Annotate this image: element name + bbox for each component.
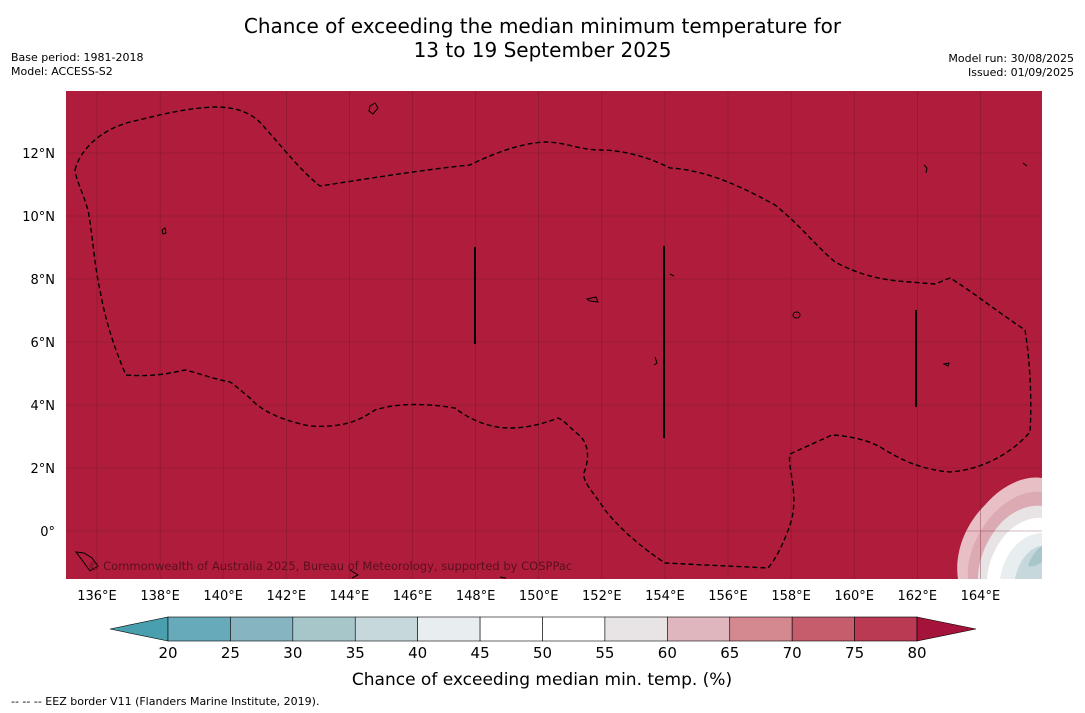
island-outline bbox=[1022, 162, 1028, 167]
latitude-labels: 12°N 10°N 8°N 6°N 4°N 2°N 0° bbox=[22, 147, 55, 540]
island-outline bbox=[368, 102, 379, 115]
lon-tick-label: 158°E bbox=[771, 589, 811, 604]
lat-tick-label: 12°N bbox=[22, 147, 55, 162]
lat-tick-label: 6°N bbox=[31, 336, 56, 351]
map-title: Chance of exceeding the median minimum t… bbox=[0, 14, 1085, 62]
base-period: Base period: 1981-2018 bbox=[11, 51, 144, 64]
model-run: Model run: 30/08/2025 bbox=[948, 52, 1074, 65]
colorbar-segment bbox=[791, 616, 855, 642]
lon-tick-label: 164°E bbox=[961, 589, 1001, 604]
colorbar-segment bbox=[667, 616, 731, 642]
colorbar-tick-label: 50 bbox=[533, 644, 552, 662]
longitude-labels: 136°E 138°E 140°E 142°E 144°E 146°E 148°E 150°E… bbox=[77, 589, 1000, 604]
colorbar-segment bbox=[729, 616, 793, 642]
title-line-2: 13 to 19 September 2025 bbox=[413, 38, 672, 62]
meta-left: Base period: 1981-2018 Model: ACCESS-S2 bbox=[11, 51, 143, 79]
model-name: Model: ACCESS-S2 bbox=[11, 65, 113, 78]
lon-tick-label: 142°E bbox=[267, 589, 307, 604]
title-line-1: Chance of exceeding the median minimum t… bbox=[243, 14, 842, 38]
lon-tick-label: 162°E bbox=[898, 589, 938, 604]
lat-tick-label: 8°N bbox=[31, 273, 56, 288]
lon-tick-label: 146°E bbox=[393, 589, 433, 604]
colorbar-ticks: 20 25 30 35 40 45 50 55 60 65 70 75 80 bbox=[158, 644, 926, 662]
island-outline bbox=[349, 569, 360, 579]
eez-border bbox=[74, 106, 1032, 569]
colorbar-segment bbox=[479, 616, 543, 642]
islands bbox=[74, 102, 1028, 579]
island-outline bbox=[942, 362, 950, 367]
lon-tick-label: 138°E bbox=[140, 589, 180, 604]
colorbar-tick-label: 30 bbox=[283, 644, 302, 662]
island-outline bbox=[669, 273, 675, 277]
island-outline bbox=[923, 164, 928, 174]
lon-tick-label: 150°E bbox=[519, 589, 559, 604]
colorbar-tick-label: 55 bbox=[595, 644, 614, 662]
colorbar-under-triangle bbox=[109, 616, 169, 642]
colorbar: 20 25 30 35 40 45 50 55 60 65 70 75 80 Chance of exc… bbox=[109, 616, 977, 690]
colorbar-label: Chance of exceeding median min. temp. (%… bbox=[352, 670, 732, 690]
colorbar-tick-label: 75 bbox=[845, 644, 864, 662]
island-outline bbox=[792, 311, 801, 319]
issued-date: Issued: 01/09/2025 bbox=[967, 66, 1074, 79]
colorbar-segment bbox=[542, 616, 606, 642]
lat-tick-label: 2°N bbox=[31, 462, 56, 477]
lon-tick-label: 140°E bbox=[203, 589, 243, 604]
lat-tick-label: 4°N bbox=[31, 399, 56, 414]
colorbar-segment bbox=[167, 616, 231, 642]
low-probability-area bbox=[957, 477, 1042, 579]
eez-footnote: -- -- -- EEZ border V11 (Flanders Marine… bbox=[11, 695, 320, 708]
map-panel: © Commonwealth of Australia 2025, Bureau… bbox=[66, 91, 1042, 579]
map-background bbox=[66, 91, 1042, 579]
island-outline bbox=[161, 227, 167, 235]
colorbar-segment bbox=[354, 616, 418, 642]
island-outline bbox=[653, 356, 658, 366]
colorbar-segment bbox=[417, 616, 481, 642]
island-outline bbox=[585, 296, 599, 303]
island-outline bbox=[499, 576, 507, 579]
lat-tick-label: 0° bbox=[40, 525, 55, 540]
colorbar-tick-label: 25 bbox=[221, 644, 240, 662]
copyright-notice: © Commonwealth of Australia 2025, Bureau… bbox=[88, 559, 572, 573]
colorbar-tick-label: 35 bbox=[346, 644, 365, 662]
colorbar-segment bbox=[292, 616, 356, 642]
colorbar-tick-label: 20 bbox=[158, 644, 177, 662]
island-outline bbox=[74, 551, 99, 572]
lon-tick-label: 152°E bbox=[582, 589, 622, 604]
lon-tick-label: 160°E bbox=[834, 589, 874, 604]
border-segments bbox=[474, 246, 917, 438]
lon-tick-label: 136°E bbox=[77, 589, 117, 604]
lon-tick-label: 144°E bbox=[330, 589, 370, 604]
colorbar-segment bbox=[854, 616, 918, 642]
lat-tick-label: 10°N bbox=[22, 210, 55, 225]
lon-tick-label: 148°E bbox=[456, 589, 496, 604]
colorbar-segment bbox=[230, 616, 294, 642]
colorbar-tick-label: 70 bbox=[783, 644, 802, 662]
colorbar-tick-label: 40 bbox=[408, 644, 427, 662]
colorbar-segments bbox=[167, 616, 918, 642]
lon-tick-label: 154°E bbox=[645, 589, 685, 604]
colorbar-tick-label: 45 bbox=[471, 644, 490, 662]
colorbar-segment bbox=[604, 616, 668, 642]
meta-right: Model run: 30/08/2025 Issued: 01/09/2025 bbox=[948, 52, 1074, 80]
lon-tick-label: 156°E bbox=[708, 589, 748, 604]
colorbar-tick-label: 80 bbox=[907, 644, 926, 662]
colorbar-tick-label: 60 bbox=[658, 644, 677, 662]
colorbar-over-triangle bbox=[916, 616, 977, 642]
gridlines bbox=[66, 91, 1042, 579]
colorbar-tick-label: 65 bbox=[720, 644, 739, 662]
